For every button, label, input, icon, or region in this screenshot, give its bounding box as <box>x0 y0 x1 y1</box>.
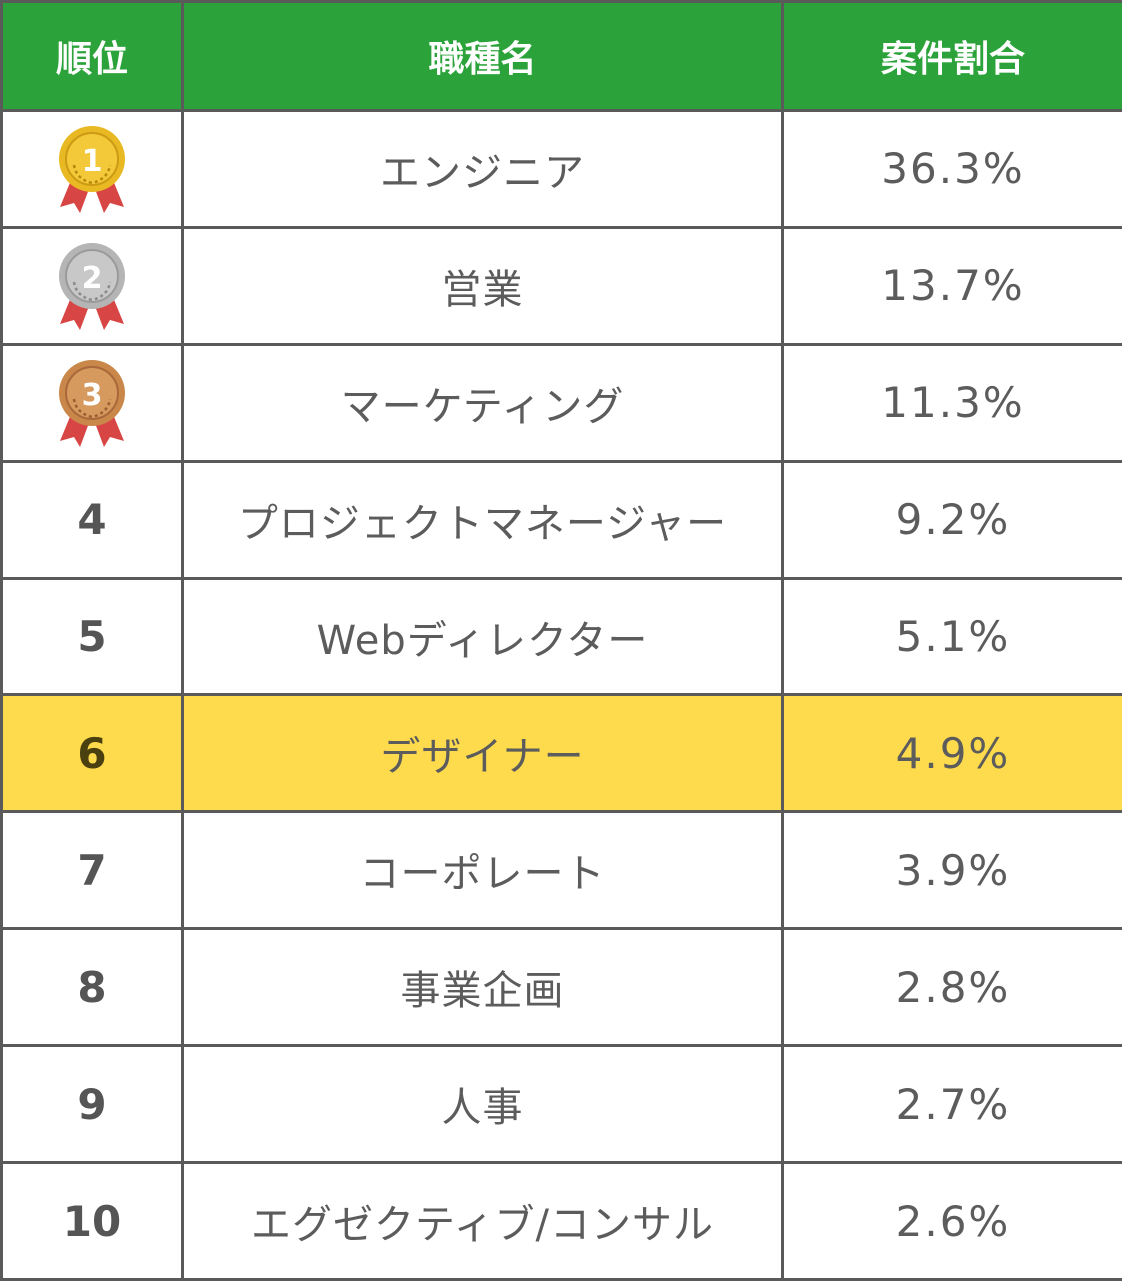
rank-cell: 4 <box>0 459 184 580</box>
job-name-cell: デザイナー <box>181 693 784 814</box>
bronze-medal-icon: 3 <box>59 359 125 447</box>
rank-column-header: 順位 <box>0 0 184 112</box>
rank-cell: 2 <box>0 225 184 346</box>
job-name-cell: Webディレクター <box>181 576 784 697</box>
job-name-cell: 事業企画 <box>181 927 784 1048</box>
rank-cell: 8 <box>0 927 184 1048</box>
medal-rank-number: 1 <box>82 144 103 179</box>
job-name-cell: マーケティング <box>181 342 784 463</box>
rank-cell: 10 <box>0 1161 184 1281</box>
job-name-cell: エグゼクティブ/コンサル <box>181 1161 784 1281</box>
job-name-cell: プロジェクトマネージャー <box>181 459 784 580</box>
table-row: 3 マーケティング 11.3% <box>0 342 1122 463</box>
medal-rank-number: 3 <box>82 378 103 413</box>
table-row: 1 エンジニア 36.3% <box>0 109 1122 229</box>
share-cell: 2.8% <box>781 927 1122 1048</box>
rank-cell: 1 <box>0 109 184 229</box>
job-name-cell: 人事 <box>181 1044 784 1165</box>
table-row: 7 コーポレート 3.9% <box>0 810 1122 931</box>
share-cell: 11.3% <box>781 342 1122 463</box>
table-row: 10 エグゼクティブ/コンサル 2.6% <box>0 1161 1122 1281</box>
share-cell: 3.9% <box>781 810 1122 931</box>
medal-rank-number: 2 <box>82 261 103 296</box>
gold-medal-icon: 1 <box>59 125 125 213</box>
table-row: 9 人事 2.7% <box>0 1044 1122 1165</box>
share-cell: 13.7% <box>781 225 1122 346</box>
table-header-row: 順位 職種名 案件割合 <box>0 0 1122 112</box>
share-cell: 9.2% <box>781 459 1122 580</box>
share-cell: 2.7% <box>781 1044 1122 1165</box>
rank-cell: 7 <box>0 810 184 931</box>
table-row: 8 事業企画 2.8% <box>0 927 1122 1048</box>
rank-cell: 5 <box>0 576 184 697</box>
share-column-header: 案件割合 <box>781 0 1122 112</box>
share-cell: 36.3% <box>781 109 1122 229</box>
table-body: 1 エンジニア 36.3% 2 営業 13.7% <box>0 109 1122 1281</box>
rank-cell: 9 <box>0 1044 184 1165</box>
job-name-cell: コーポレート <box>181 810 784 931</box>
silver-medal-icon: 2 <box>59 242 125 330</box>
table-row-highlighted: 6 デザイナー 4.9% <box>0 693 1122 814</box>
job-name-cell: 営業 <box>181 225 784 346</box>
table-row: 2 営業 13.7% <box>0 225 1122 346</box>
table-row: 5 Webディレクター 5.1% <box>0 576 1122 697</box>
rank-cell: 3 <box>0 342 184 463</box>
share-cell: 5.1% <box>781 576 1122 697</box>
rank-cell: 6 <box>0 693 184 814</box>
job-name-cell: エンジニア <box>181 109 784 229</box>
job-column-header: 職種名 <box>181 0 784 112</box>
share-cell: 2.6% <box>781 1161 1122 1281</box>
share-cell: 4.9% <box>781 693 1122 814</box>
table-row: 4 プロジェクトマネージャー 9.2% <box>0 459 1122 580</box>
